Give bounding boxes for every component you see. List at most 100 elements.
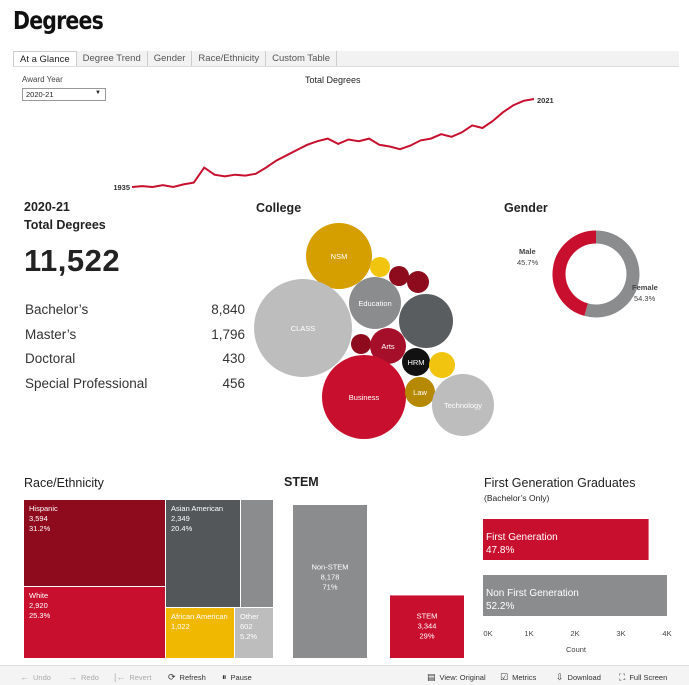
cell-name: African American xyxy=(171,612,228,621)
cell-count: 602 xyxy=(240,622,253,631)
cell-name: White xyxy=(29,591,49,600)
female-label: Female xyxy=(632,283,658,292)
male-label: Male xyxy=(519,247,536,256)
trend-line[interactable] xyxy=(131,98,535,189)
bubble-hrm[interactable]: HRM xyxy=(402,348,430,376)
pause-label: Pause xyxy=(230,673,252,682)
chevron-down-icon: ▼ xyxy=(95,90,101,96)
treemap-cell-white[interactable]: White 2,920 25.3% xyxy=(24,587,165,658)
donut-slice-male[interactable] xyxy=(552,230,597,316)
bubble-law[interactable]: Law xyxy=(405,377,435,407)
pause-button[interactable]: ⏸ Pause xyxy=(222,672,252,683)
treemap-cell-asian-american[interactable]: Asian American 2,349 20.4% xyxy=(166,500,240,607)
stat-value: 456 xyxy=(222,376,245,391)
bar-label-count: 8,178 xyxy=(321,573,340,582)
tab-race-ethnicity[interactable]: Race/Ethnicity xyxy=(192,51,267,66)
metrics-button[interactable]: ☑ Metrics xyxy=(500,672,536,683)
tab-degree-trend[interactable]: Degree Trend xyxy=(77,51,148,66)
bubble-circle xyxy=(322,355,406,439)
download-label: Download xyxy=(567,673,601,682)
bubble-business[interactable]: Business xyxy=(322,355,406,439)
stem-bar-stem[interactable] xyxy=(390,595,464,658)
bubble-label: NSM xyxy=(331,252,348,261)
bubble-label: CLASS xyxy=(291,324,316,333)
treemap-cell-hispanic[interactable]: Hispanic 3,594 31.2% xyxy=(24,500,165,586)
gender-title: Gender xyxy=(504,201,548,215)
metrics-label: Metrics xyxy=(512,673,537,682)
redo-button[interactable]: → Redo xyxy=(68,672,99,682)
tab-at-a-glance[interactable]: At a Glance xyxy=(13,51,77,66)
award-year-select[interactable]: 2020-21 ▼ xyxy=(22,88,106,101)
x-tick-label: 4K xyxy=(662,629,671,638)
firstgen-subtitle: (Bachelor’s Only) xyxy=(484,493,550,503)
bar-category-label: First Generation xyxy=(486,532,558,543)
revert-icon: |← xyxy=(114,672,126,682)
cell-count: 2,920 xyxy=(29,601,48,610)
bubble-technology[interactable]: Technology xyxy=(432,374,494,436)
bar-first-generation[interactable] xyxy=(483,519,649,560)
stat-special-professional: Special Professional 456 xyxy=(25,376,245,391)
x-axis-label: Count xyxy=(566,645,587,654)
bubble-dark-gray[interactable] xyxy=(399,294,453,348)
summary-label: Total Degrees xyxy=(24,218,106,232)
tab-custom-table[interactable]: Custom Table xyxy=(266,51,338,66)
stat-masters: Master’s 1,796 xyxy=(25,327,245,342)
treemap-cell-other[interactable]: Other 602 5.2% xyxy=(235,608,273,658)
male-pct: 45.7% xyxy=(517,258,539,267)
stat-value: 8,840 xyxy=(211,302,245,317)
bubble-nsm[interactable]: NSM xyxy=(306,223,372,289)
treemap-cell-african-american[interactable]: African American 1,022 xyxy=(166,608,234,658)
donut-slice-female[interactable] xyxy=(584,230,640,318)
race-title: Race/Ethnicity xyxy=(24,476,104,490)
bubble-small-maroon-1[interactable] xyxy=(389,266,409,286)
stat-label: Doctoral xyxy=(25,351,76,366)
bubble-class[interactable]: CLASS xyxy=(254,279,352,377)
bubble-small-yellow-2[interactable] xyxy=(429,352,455,378)
bar-non-first-generation[interactable] xyxy=(483,575,667,616)
bubble-small-maroon-3[interactable] xyxy=(351,334,371,354)
undo-button[interactable]: ← Undo xyxy=(20,672,51,682)
tab-bar: At a Glance Degree Trend Gender Race/Eth… xyxy=(13,51,679,67)
bubble-label: Education xyxy=(358,299,391,308)
revert-button[interactable]: |← Revert xyxy=(114,672,151,682)
view-label: View: Original xyxy=(439,673,486,682)
tab-gender[interactable]: Gender xyxy=(148,51,193,66)
refresh-button[interactable]: ⟳ Refresh xyxy=(168,672,206,683)
bubble-label: Arts xyxy=(381,342,395,351)
download-button[interactable]: ⇩ Download xyxy=(556,672,601,683)
redo-icon: → xyxy=(68,672,77,682)
trend-title: Total Degrees xyxy=(305,75,361,85)
bubble-circle xyxy=(432,374,494,436)
bar-category-label: Non First Generation xyxy=(486,588,579,599)
view-icon: ▤ xyxy=(427,672,436,682)
full-screen-button[interactable]: ⛶ Full Screen xyxy=(619,672,667,683)
full-screen-label: Full Screen xyxy=(629,673,668,682)
bar-label-count: 3,344 xyxy=(418,622,437,631)
bubble-circle xyxy=(254,279,352,377)
bubble-circle xyxy=(402,348,430,376)
gender-donut-chart: Male 45.7% Female 54.3% xyxy=(517,230,658,318)
stem-bar-non-stem[interactable] xyxy=(293,505,367,658)
undo-label: Undo xyxy=(33,673,51,682)
stat-label: Master’s xyxy=(25,327,77,342)
summary-year: 2020-21 xyxy=(24,200,70,214)
treemap-cell-unlabeled[interactable] xyxy=(241,500,273,607)
bubble-education[interactable]: Education xyxy=(349,277,401,329)
bubble-circle xyxy=(370,257,390,277)
bubble-circle xyxy=(399,294,453,348)
bubble-small-yellow-1[interactable] xyxy=(370,257,390,277)
female-pct: 54.3% xyxy=(634,294,656,303)
cell-pct: 31.2% xyxy=(29,524,51,533)
stat-bachelors: Bachelor’s 8,840 xyxy=(25,302,245,317)
stat-label: Special Professional xyxy=(25,376,148,391)
trend-chart: 1935 2021 xyxy=(113,96,553,192)
bubble-small-maroon-2[interactable] xyxy=(407,271,429,293)
bar-label-name: Non-STEM xyxy=(311,563,348,572)
cell-name: Hispanic xyxy=(29,504,58,513)
pause-icon: ⏸ xyxy=(222,672,227,682)
bubble-circle xyxy=(351,334,371,354)
view-original-button[interactable]: ▤ View: Original xyxy=(427,672,486,683)
bubble-arts[interactable]: Arts xyxy=(370,328,406,364)
cell-pct: 25.3% xyxy=(29,611,51,620)
full-screen-icon: ⛶ xyxy=(619,672,626,682)
